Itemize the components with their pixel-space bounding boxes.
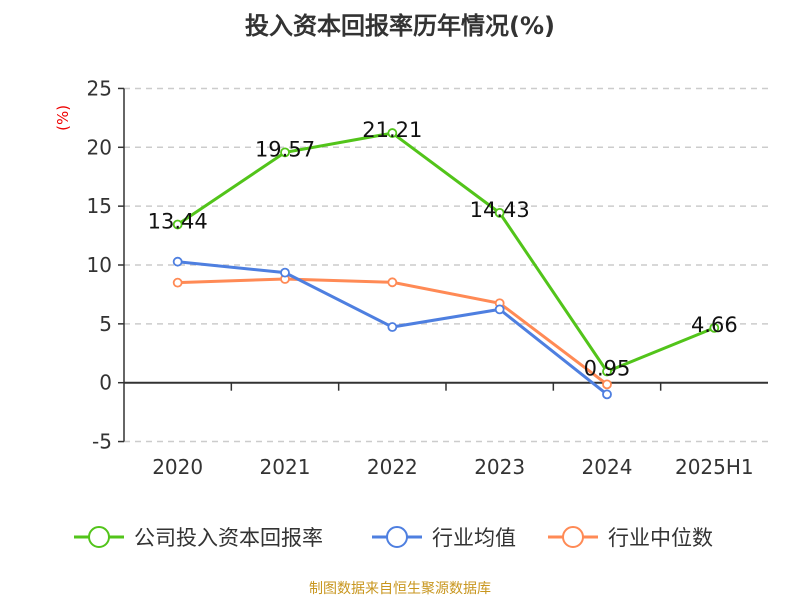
x-tick-label: 2020 xyxy=(152,455,203,479)
legend-marker xyxy=(562,526,584,548)
y-tick-label: 25 xyxy=(87,76,112,100)
data-point xyxy=(602,389,612,400)
legend-label: 公司投入资本回报率 xyxy=(134,526,323,550)
series-line xyxy=(176,131,715,374)
data-label: 4.66 xyxy=(691,313,738,337)
data-point xyxy=(602,366,612,377)
x-tick-label: 2025H1 xyxy=(675,455,754,479)
data-point xyxy=(172,256,183,267)
legend-label: 行业中位数 xyxy=(608,526,713,550)
y-tick-label: -5 xyxy=(92,430,112,454)
legend-label: 行业均值 xyxy=(432,526,516,550)
data-label: 21.21 xyxy=(362,118,422,142)
data-point xyxy=(387,128,398,138)
legend-marker xyxy=(88,526,110,548)
data-point xyxy=(280,147,290,158)
y-tick-label: 0 xyxy=(99,371,112,395)
data-point xyxy=(387,322,398,332)
y-tick-label: 5 xyxy=(99,312,112,336)
data-label: 13.44 xyxy=(148,210,208,234)
y-tick-label: 10 xyxy=(87,253,112,277)
data-point xyxy=(709,322,720,333)
data-point xyxy=(172,219,183,230)
x-tick-label: 2021 xyxy=(260,455,311,479)
y-tick-label: 20 xyxy=(87,135,112,159)
data-point xyxy=(494,304,505,315)
y-axis-label: (%) xyxy=(54,105,72,131)
y-tick-label: 15 xyxy=(87,194,112,218)
data-label: 14.43 xyxy=(470,198,530,222)
data-label: 0.95 xyxy=(584,357,631,381)
data-point xyxy=(172,277,183,288)
chart-title: 投入资本回报率历年情况(%) xyxy=(245,12,555,40)
source-note: 制图数据来自恒生聚源数据库 xyxy=(309,581,491,597)
data-point xyxy=(494,207,505,218)
x-tick-label: 2023 xyxy=(474,455,525,479)
x-tick-label: 2024 xyxy=(582,455,633,479)
data-point xyxy=(387,277,398,288)
legend-marker xyxy=(386,526,408,548)
x-tick-label: 2022 xyxy=(367,455,418,479)
data-label: 19.57 xyxy=(255,137,315,161)
data-point xyxy=(280,267,290,278)
data-point xyxy=(602,379,612,390)
